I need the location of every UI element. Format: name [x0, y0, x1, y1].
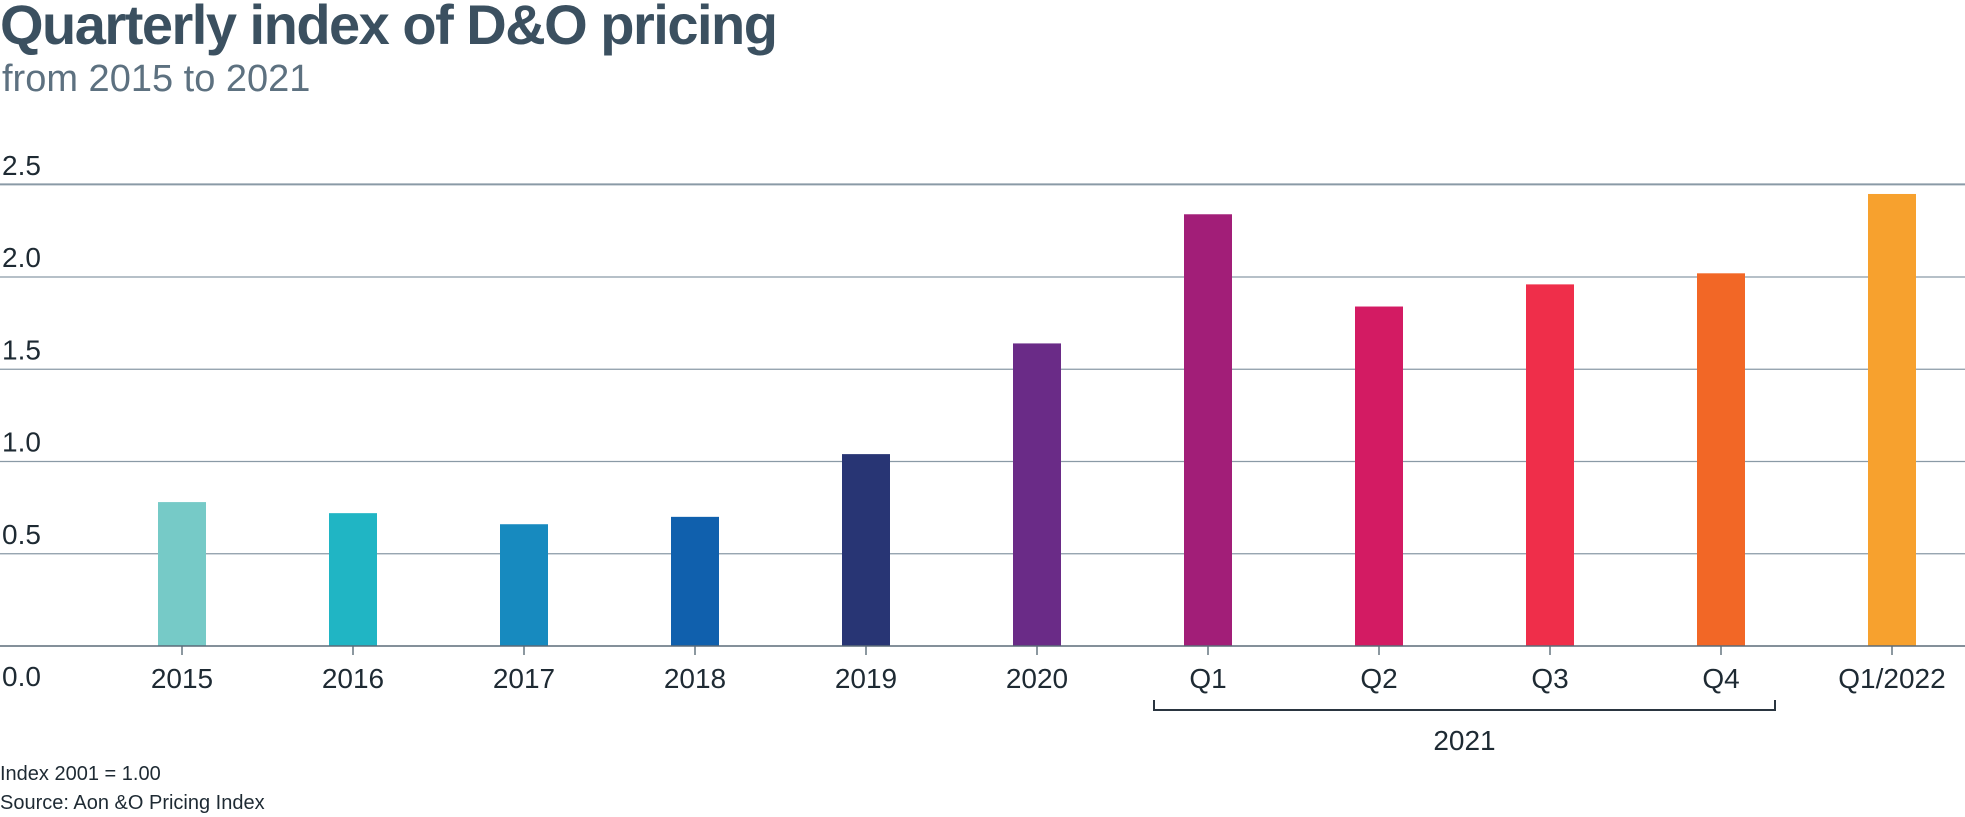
- x-tick-label: Q1/2022: [1838, 663, 1945, 694]
- x-tick-label: 2015: [151, 663, 213, 694]
- bar: [500, 524, 548, 646]
- bar: [1013, 343, 1061, 646]
- x-tick-label: 2018: [664, 663, 726, 694]
- chart-subtitle: from 2015 to 2021: [2, 58, 311, 100]
- bar: [329, 513, 377, 646]
- y-tick-label: 0.0: [2, 661, 41, 692]
- bar: [1697, 273, 1745, 646]
- y-tick-label: 2.0: [2, 242, 41, 273]
- source-note: Source: Aon &O Pricing Index: [0, 792, 265, 814]
- bar: [158, 502, 206, 646]
- bar: [1526, 284, 1574, 646]
- bar: [842, 454, 890, 646]
- y-tick-label: 1.0: [2, 427, 41, 458]
- x-tick-label: 2016: [322, 663, 384, 694]
- y-tick-label: 2.5: [2, 150, 41, 181]
- bar: [1868, 193, 1916, 646]
- group-bracket-label: 2021: [1433, 725, 1495, 756]
- x-tick-label: 2017: [493, 663, 555, 694]
- bar: [671, 516, 719, 646]
- x-tick-label: Q3: [1531, 663, 1568, 694]
- y-tick-label: 0.5: [2, 519, 41, 550]
- y-tick-label: 1.5: [2, 334, 41, 365]
- x-tick-label: 2020: [1006, 663, 1068, 694]
- x-tick-label: Q1: [1189, 663, 1226, 694]
- bar: [1355, 306, 1403, 646]
- x-tick-label: 2019: [835, 663, 897, 694]
- chart-title: Quarterly index of D&O pricing: [0, 0, 778, 56]
- index-base-note: Index 2001 = 1.00: [0, 763, 161, 785]
- group-bracket: [1153, 700, 1776, 711]
- x-tick-label: Q4: [1702, 663, 1739, 694]
- x-tick-label: Q2: [1360, 663, 1397, 694]
- bar: [1184, 214, 1232, 646]
